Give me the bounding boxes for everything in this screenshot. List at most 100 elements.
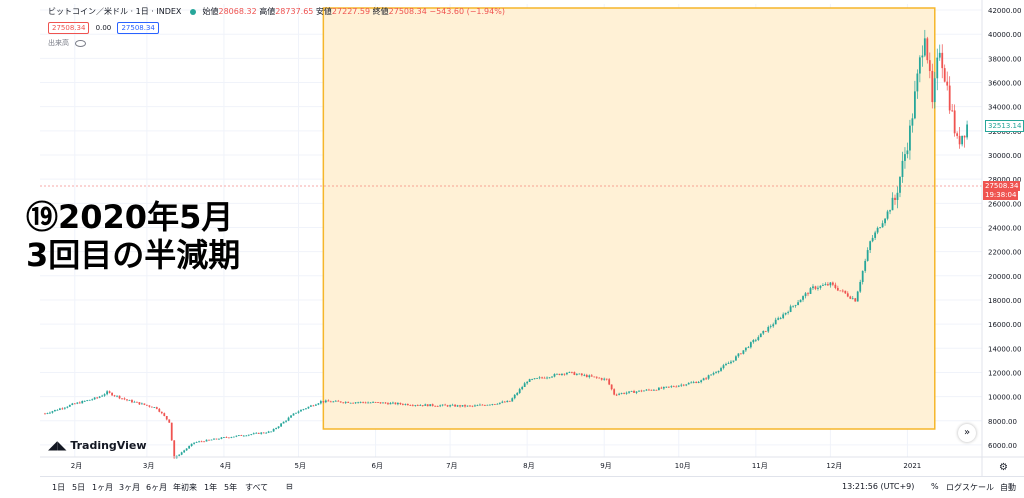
close-label: 終値: [372, 7, 389, 16]
candle-body: [153, 407, 156, 408]
candle-body: [198, 441, 200, 443]
range-1m[interactable]: 1ヶ月: [92, 483, 114, 492]
range-1d[interactable]: 1日: [52, 483, 66, 492]
candle-body: [459, 405, 461, 407]
price-axis[interactable]: 6000.00 8000.00 10000.00 12000.00 14000.00 16…: [988, 7, 1021, 450]
settings-gear-icon[interactable]: ⚙: [999, 462, 1008, 473]
candle-body: [782, 314, 785, 319]
candle-body: [496, 403, 499, 405]
symbol-title[interactable]: ビットコイン／米ドル · 1日 · INDEX: [48, 7, 182, 16]
range-5y[interactable]: 5年: [224, 483, 238, 492]
candle-body: [372, 402, 374, 403]
candle-body: [697, 381, 700, 384]
candle-body: [357, 402, 360, 404]
x-tick-label: 10月: [675, 462, 691, 470]
annotation-line-2: 3回目の半減期: [26, 236, 241, 274]
buy-price-box[interactable]: 27508.34: [117, 22, 159, 34]
candle-body: [319, 401, 322, 404]
candle-body: [685, 384, 688, 386]
candle-body: [553, 374, 556, 377]
candle-body: [700, 380, 703, 382]
candle-body: [598, 377, 601, 379]
scroll-to-realtime-button[interactable]: »: [958, 424, 976, 442]
date-range-icon[interactable]: ⊟: [286, 482, 293, 491]
candle-body: [916, 73, 919, 92]
candle-body: [710, 374, 712, 376]
candle-body: [874, 232, 877, 238]
candle-body: [603, 378, 606, 380]
candle-body: [613, 389, 616, 395]
candle-body: [951, 110, 954, 112]
candle-body: [648, 389, 650, 391]
range-ytd[interactable]: 年初来: [173, 483, 197, 492]
candle-body: [933, 78, 936, 103]
candle-body: [352, 402, 355, 404]
candle-body: [262, 432, 265, 434]
auto-scale-toggle[interactable]: 自動: [1000, 483, 1016, 492]
high-value: 28737.65: [275, 7, 314, 16]
candle-body: [367, 402, 369, 404]
range-1y[interactable]: 1年: [204, 483, 218, 492]
y-tick-label: 6000.00: [988, 442, 1017, 450]
candle-body: [732, 360, 735, 362]
x-tick-label: 12月: [826, 462, 842, 470]
candle-body: [354, 402, 357, 404]
candle-body: [488, 404, 491, 406]
eye-icon[interactable]: [75, 39, 87, 47]
candle-body: [223, 437, 225, 438]
candle-body: [491, 404, 494, 405]
candle-body: [784, 312, 787, 315]
candle-body: [466, 405, 469, 407]
candle-body: [866, 250, 869, 261]
candle-body: [695, 382, 698, 384]
candle-body: [690, 382, 693, 384]
log-scale-toggle[interactable]: ログスケール: [946, 483, 994, 492]
candle-body: [575, 374, 578, 375]
candle-body: [163, 413, 166, 417]
range-3m[interactable]: 3ヶ月: [119, 483, 141, 492]
percent-toggle[interactable]: %: [931, 482, 939, 491]
candle-body: [615, 394, 618, 396]
candle-body: [566, 372, 568, 375]
time-axis[interactable]: 2月 3月 4月 5月 6月 7月 8月 9月 10月 11月 12月 2021: [71, 462, 921, 470]
candle-body: [377, 402, 379, 403]
range-5d[interactable]: 5日: [72, 483, 86, 492]
candle-body: [657, 387, 660, 391]
volume-label[interactable]: 出来高: [48, 39, 69, 47]
tradingview-logo[interactable]: ◢◣ TradingView: [48, 438, 147, 452]
countdown-tag: 19:38:04: [983, 190, 1019, 200]
candle-body: [282, 421, 285, 424]
range-all[interactable]: すべて: [245, 483, 269, 492]
candle-body: [113, 395, 116, 397]
candle-body: [434, 405, 437, 407]
candle-body: [536, 378, 538, 379]
candle-body: [451, 404, 454, 406]
candle-body: [61, 408, 64, 410]
candle-body: [635, 391, 638, 393]
candle-body: [767, 327, 770, 332]
candle-body: [486, 404, 489, 406]
candle-body: [126, 399, 128, 401]
candle-body: [183, 450, 186, 453]
candle-body: [227, 437, 230, 439]
candle-body: [720, 368, 722, 371]
candle-body: [610, 384, 613, 390]
candle-body: [764, 330, 767, 332]
range-6m[interactable]: 6ヶ月: [146, 483, 168, 492]
candle-body: [523, 383, 526, 388]
candle-body: [831, 282, 834, 285]
candle-body: [54, 409, 56, 412]
candle-body: [506, 400, 509, 403]
clock-time[interactable]: 13:21:56 (UTC+9): [842, 482, 915, 491]
candle-body: [643, 390, 645, 392]
highlight-range: [322, 7, 936, 430]
candle-body: [454, 404, 456, 407]
candle-body: [339, 401, 342, 403]
annotation-overlay: ⑲2020年5月 3回目の半減期: [26, 198, 240, 274]
candle-body: [956, 133, 959, 136]
candle-body: [136, 401, 138, 403]
candle-body: [906, 150, 909, 155]
sell-price-box[interactable]: 27508.34: [48, 22, 90, 34]
candle-body: [218, 438, 220, 440]
